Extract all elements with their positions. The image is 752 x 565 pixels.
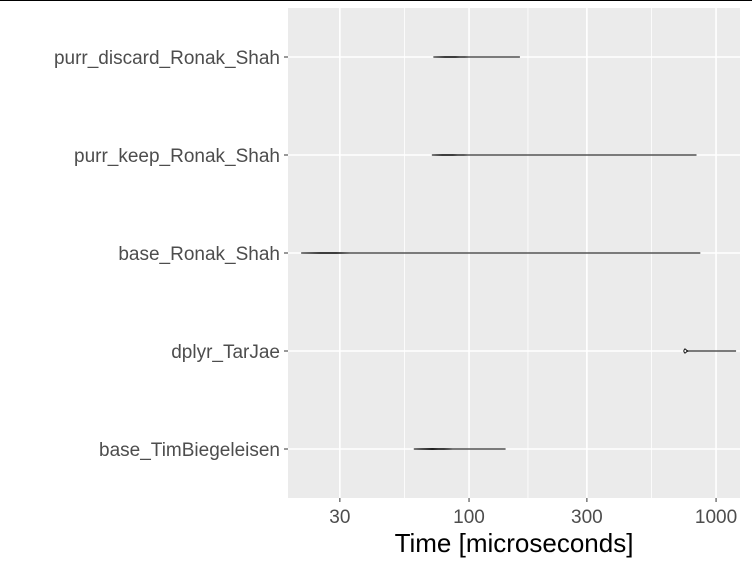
x-tick-label: 100 xyxy=(453,507,485,528)
violin-purr_discard_Ronak_Shah xyxy=(433,56,520,58)
y-axis-ticks: purr_discard_Ronak_Shah purr_keep_Ronak_S… xyxy=(54,48,288,461)
violins xyxy=(301,56,737,450)
y-tick-label: base_Ronak_Shah xyxy=(118,244,280,265)
x-axis-title: Time [microseconds] xyxy=(395,528,634,558)
violin-base_Ronak_Shah xyxy=(301,252,701,254)
y-tick-label: dplyr_TarJae xyxy=(171,342,280,363)
y-tick-label: purr_discard_Ronak_Shah xyxy=(54,48,280,69)
x-tick-label: 300 xyxy=(571,507,603,528)
y-tick-label: purr_keep_Ronak_Shah xyxy=(74,146,280,167)
violin-dplyr_TarJae xyxy=(683,348,737,354)
top-border-line xyxy=(0,0,752,1)
x-axis-ticks: 30 100 300 1000 xyxy=(329,498,737,528)
violin-base_TimBiegeleisen xyxy=(413,448,506,450)
y-tick-label: base_TimBiegeleisen xyxy=(99,440,280,461)
x-tick-label: 30 xyxy=(329,507,350,528)
x-tick-label: 1000 xyxy=(695,507,737,528)
violin-purr_keep_Ronak_Shah xyxy=(431,154,697,156)
